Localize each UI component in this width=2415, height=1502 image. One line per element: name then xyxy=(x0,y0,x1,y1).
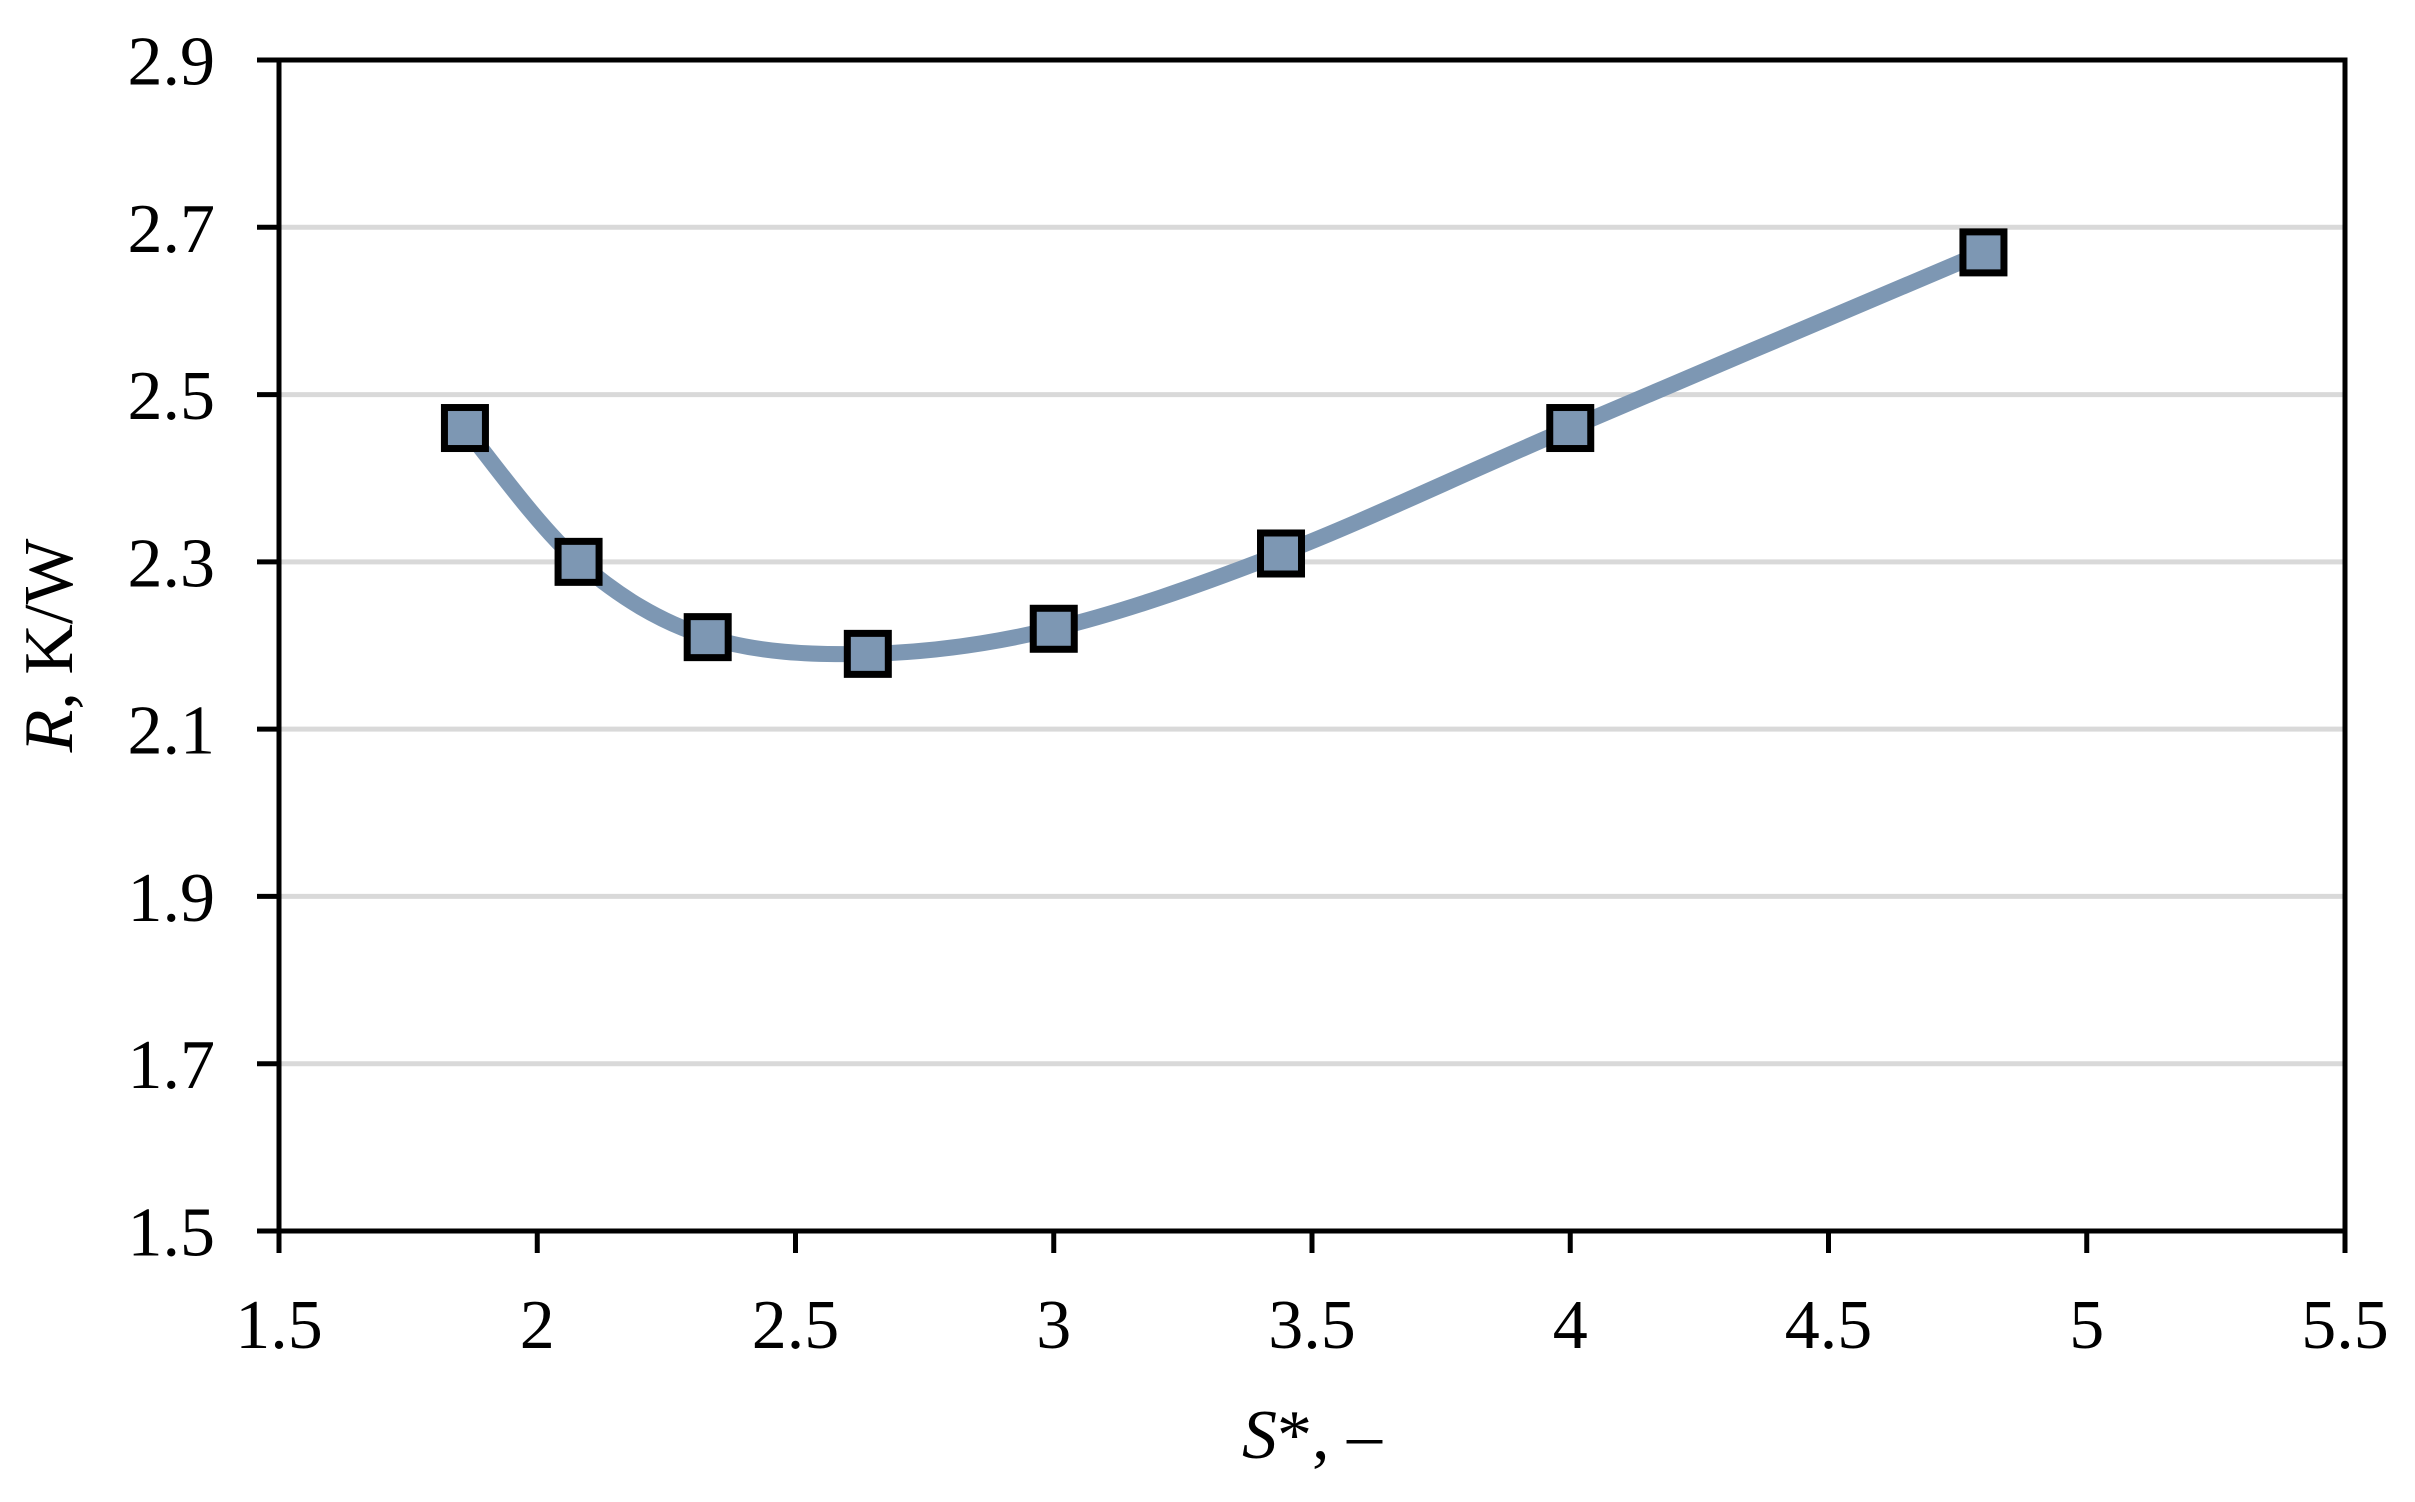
data-point-marker xyxy=(1959,228,2008,277)
x-axis-label: S*, – xyxy=(1242,1397,1383,1474)
x-tick-label: 1.5 xyxy=(235,1287,323,1364)
data-point-marker xyxy=(440,404,489,453)
y-axis-label: R, K/W xyxy=(11,539,88,754)
y-tick-label: 2.1 xyxy=(128,693,216,770)
x-axis-label-units: *, – xyxy=(1277,1397,1383,1474)
series-line xyxy=(456,244,1992,663)
data-point-marker xyxy=(554,537,603,586)
x-tick-label: 3 xyxy=(1036,1287,1071,1364)
y-axis-label-symbol: R xyxy=(11,710,88,754)
y-tick-label: 2.7 xyxy=(128,191,216,268)
y-tick-label: 1.9 xyxy=(128,860,216,937)
x-tick-label: 3.5 xyxy=(1268,1287,1356,1364)
y-tick-label: 1.5 xyxy=(128,1195,216,1272)
x-tick-label: 4.5 xyxy=(1785,1287,1873,1364)
x-tick-label: 5 xyxy=(2069,1287,2104,1364)
y-axis-label-units: , K/W xyxy=(11,539,88,710)
data-point-marker xyxy=(683,613,732,662)
data-point-marker xyxy=(1257,529,1306,578)
y-tick-label: 2.9 xyxy=(128,24,216,101)
data-point-marker xyxy=(1546,404,1595,453)
x-axis-label-symbol: S xyxy=(1242,1397,1277,1474)
plot-border xyxy=(276,57,2348,1234)
y-tick-label: 2.3 xyxy=(128,525,216,602)
x-tick-label: 5.5 xyxy=(2301,1287,2389,1364)
x-tick-label: 4 xyxy=(1553,1287,1588,1364)
y-tick-label: 1.7 xyxy=(128,1027,216,1104)
y-tick-label: 2.5 xyxy=(128,358,216,435)
data-point-marker xyxy=(843,629,892,678)
x-tick-label: 2 xyxy=(520,1287,555,1364)
x-tick-label: 2.5 xyxy=(752,1287,840,1364)
data-point-marker xyxy=(1029,604,1078,653)
